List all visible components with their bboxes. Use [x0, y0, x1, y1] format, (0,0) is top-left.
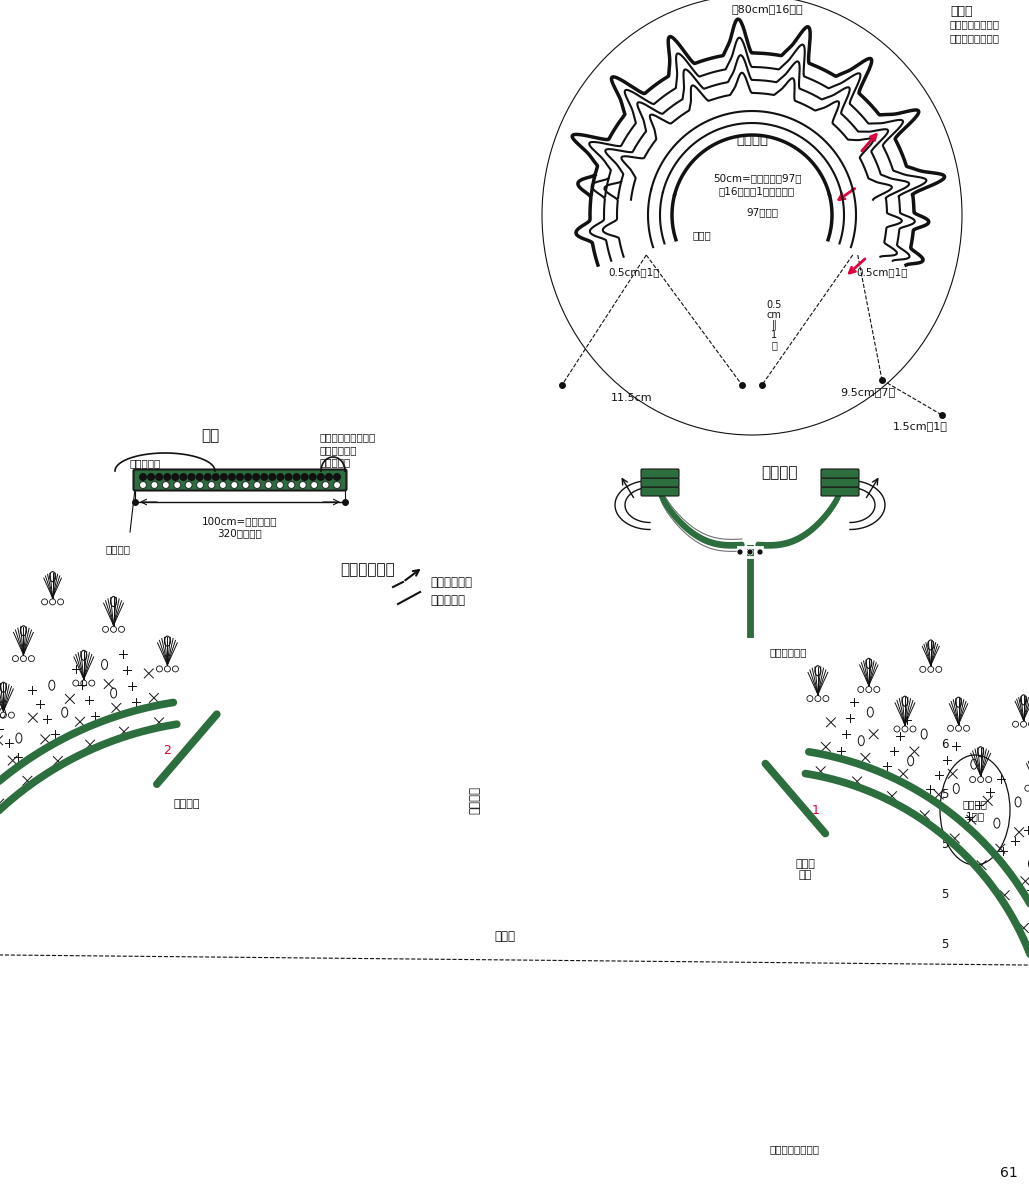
- Circle shape: [325, 473, 333, 481]
- Text: ＝糸を切る: ＝糸を切る: [430, 594, 465, 606]
- Circle shape: [253, 481, 260, 488]
- Text: あみ終わり: あみ終わり: [130, 458, 162, 468]
- Text: 50cm=くさりあみ97目: 50cm=くさりあみ97目: [713, 173, 802, 182]
- Circle shape: [196, 473, 204, 481]
- Text: 5: 5: [942, 788, 949, 802]
- Circle shape: [219, 481, 226, 488]
- Circle shape: [260, 473, 269, 481]
- Circle shape: [277, 481, 283, 488]
- Circle shape: [236, 473, 244, 481]
- Text: あみ方記号図参照: あみ方記号図参照: [950, 32, 1000, 43]
- Circle shape: [333, 473, 341, 481]
- Text: 61: 61: [1000, 1166, 1018, 1180]
- Circle shape: [164, 473, 171, 481]
- Circle shape: [757, 550, 762, 554]
- Circle shape: [737, 550, 743, 554]
- Circle shape: [179, 473, 187, 481]
- Text: 模様あみ: 模様あみ: [736, 133, 768, 146]
- FancyBboxPatch shape: [821, 469, 859, 478]
- Text: 1.5cm＝1段: 1.5cm＝1段: [892, 421, 948, 431]
- Circle shape: [139, 473, 147, 481]
- Text: 縁あみ: 縁あみ: [693, 230, 711, 240]
- Circle shape: [197, 481, 204, 488]
- Text: 模様あみ
1模様: 模様あみ 1模様: [962, 799, 988, 821]
- Circle shape: [151, 481, 157, 488]
- Circle shape: [230, 481, 238, 488]
- Text: あみ始め: あみ始め: [105, 544, 130, 554]
- Circle shape: [244, 473, 252, 481]
- Text: 11.5cm: 11.5cm: [611, 392, 652, 403]
- FancyBboxPatch shape: [134, 469, 347, 491]
- Text: 0.5cm＝1段: 0.5cm＝1段: [856, 266, 908, 277]
- Text: 5: 5: [942, 938, 949, 952]
- Text: 縁あみ: 縁あみ: [950, 5, 972, 18]
- FancyBboxPatch shape: [641, 487, 679, 496]
- Circle shape: [317, 473, 325, 481]
- Text: 5: 5: [942, 839, 949, 852]
- Text: 端をひと結びする: 端をひと結びする: [770, 1144, 820, 1154]
- Circle shape: [227, 473, 236, 481]
- Text: 縁あみ: 縁あみ: [495, 930, 516, 943]
- Text: 模様あみ: 模様あみ: [468, 786, 482, 814]
- Text: あみ始め: あみ始め: [174, 799, 200, 809]
- Text: ひもを通し、: ひもを通し、: [770, 647, 808, 658]
- Text: ＝糸をつける: ＝糸をつける: [430, 576, 472, 588]
- Circle shape: [140, 481, 146, 488]
- Circle shape: [747, 550, 753, 554]
- Text: ひもを
通す: ひもを 通す: [795, 858, 815, 880]
- Circle shape: [277, 473, 284, 481]
- Circle shape: [265, 481, 272, 488]
- Circle shape: [269, 473, 277, 481]
- Text: （16模様＋1目）作り目: （16模様＋1目）作り目: [719, 186, 795, 196]
- Text: 0.5
cm
‖
1
段: 0.5 cm ‖ 1 段: [767, 300, 782, 350]
- FancyBboxPatch shape: [641, 478, 679, 487]
- Text: 縁あみの拾い目は: 縁あみの拾い目は: [950, 19, 1000, 29]
- Circle shape: [292, 473, 300, 481]
- Circle shape: [252, 473, 260, 481]
- Text: 320目作り目: 320目作り目: [217, 528, 262, 538]
- Circle shape: [208, 481, 215, 488]
- Circle shape: [147, 473, 155, 481]
- Text: 97目拾う: 97目拾う: [746, 206, 778, 217]
- Circle shape: [163, 481, 170, 488]
- Circle shape: [174, 481, 181, 488]
- Circle shape: [322, 481, 329, 488]
- Circle shape: [311, 481, 318, 488]
- Text: くさりあみの裏側の
山に引き抜き
あみをあむ: くさりあみの裏側の 山に引き抜き あみをあむ: [320, 432, 377, 468]
- Text: 1: 1: [812, 804, 819, 816]
- Circle shape: [333, 481, 341, 488]
- Circle shape: [300, 473, 309, 481]
- Text: 5: 5: [942, 888, 949, 901]
- Circle shape: [185, 481, 192, 488]
- Text: 0.5cm＝1段: 0.5cm＝1段: [608, 266, 660, 277]
- Circle shape: [155, 473, 164, 481]
- FancyBboxPatch shape: [821, 487, 859, 496]
- Circle shape: [172, 473, 179, 481]
- Circle shape: [284, 473, 292, 481]
- Text: 9.5cm＝7段: 9.5cm＝7段: [840, 386, 895, 397]
- Text: 絀80cm＝16模様: 絀80cm＝16模様: [732, 4, 803, 14]
- FancyBboxPatch shape: [821, 478, 859, 487]
- Circle shape: [187, 473, 196, 481]
- Circle shape: [309, 473, 317, 481]
- Text: 仕上げ方: 仕上げ方: [761, 464, 799, 480]
- FancyBboxPatch shape: [641, 469, 679, 478]
- Text: 6: 6: [942, 738, 949, 751]
- Circle shape: [212, 473, 220, 481]
- Circle shape: [220, 473, 227, 481]
- Circle shape: [242, 481, 249, 488]
- Circle shape: [299, 481, 307, 488]
- Text: 100cm=くさりあみ: 100cm=くさりあみ: [203, 516, 278, 526]
- Circle shape: [288, 481, 295, 488]
- Text: あみ方記号図: あみ方記号図: [340, 562, 395, 577]
- Text: ひも: ひも: [201, 428, 219, 443]
- Text: 2: 2: [163, 744, 171, 757]
- Circle shape: [204, 473, 212, 481]
